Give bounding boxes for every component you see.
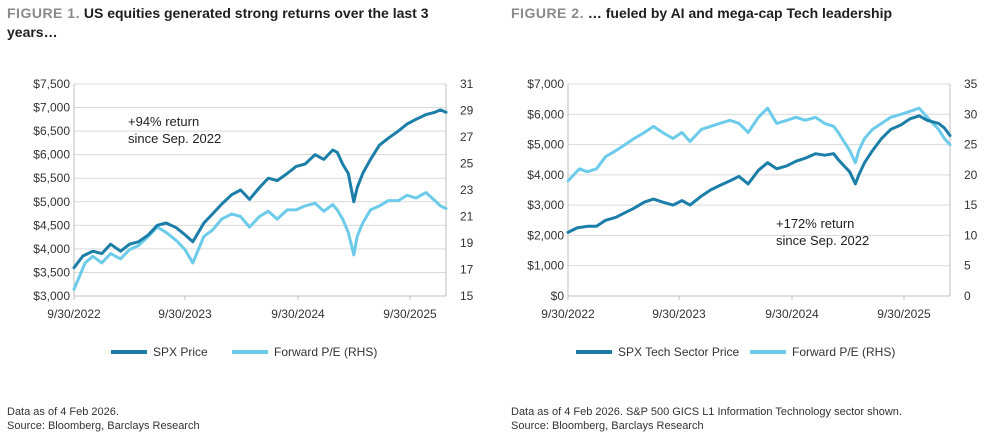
fig2-annotation-text: +172% return [776, 216, 854, 231]
fig2-y-left-tick-label: $0 [551, 289, 565, 303]
fig2-pe-series-line [566, 106, 952, 183]
fig1-y-right-tick-label: 27 [460, 130, 474, 144]
fig1-y-right-tick-label: 17 [460, 263, 474, 277]
figure-1-source: Source: Bloomberg, Barclays Research [7, 420, 200, 432]
figure-1-label: FIGURE 1. [7, 5, 80, 21]
fig2-y-right-tick-label: 30 [964, 107, 978, 121]
figure-2-title-text: … fueled by AI and mega-cap Tech leaders… [587, 5, 893, 21]
fig2-y-right-tick-label: 15 [964, 198, 978, 212]
fig2-y-left-tick-label: $4,000 [527, 168, 564, 182]
fig2-y-right-tick-label: 10 [964, 228, 978, 242]
fig1-y-right-tick-label: 15 [460, 289, 474, 303]
figure-2-panel: FIGURE 2. … fueled by AI and mega-cap Te… [504, 0, 984, 441]
figure-2-label: FIGURE 2. [511, 5, 584, 21]
fig1-y-left-tick-label: $6,000 [33, 148, 70, 162]
fig2-y-right-tick-label: 20 [964, 168, 978, 182]
figure-2-notes: Data as of 4 Feb 2026. S&P 500 GICS L1 I… [511, 405, 902, 433]
fig2-y-left-tick-label: $1,000 [527, 259, 564, 273]
fig1-y-left-tick-label: $7,500 [33, 77, 70, 91]
fig1-y-right-tick-label: 25 [460, 157, 474, 171]
figure-1-panel: FIGURE 1. US equities generated strong r… [0, 0, 480, 441]
fig1-y-left-tick-label: $3,000 [33, 289, 70, 303]
fig2-price-series-line [566, 114, 952, 234]
fig2-x-tick-label: 9/30/2024 [765, 307, 819, 321]
fig1-y-right-tick-label: 29 [460, 104, 474, 118]
figure-1-notes: Data as of 4 Feb 2026. Source: Bloomberg… [7, 405, 200, 433]
figure-2-chart: $0 $1,000 $2,000 $3,000 $4,000 $5,000 $6,000 $7… [527, 77, 978, 359]
fig2-y-left-tick-label: $5,000 [527, 138, 564, 152]
fig1-y-right-tick-label: 31 [460, 77, 474, 91]
figure-1-note: Data as of 4 Feb 2026. [7, 406, 119, 418]
fig1-y-left-tick-label: $3,500 [33, 265, 70, 279]
figure-1-title-text: US equities generated strong returns ove… [7, 5, 429, 40]
fig1-x-tick-label: 9/30/2024 [271, 307, 325, 321]
fig1-y-left-tick-label: $5,500 [33, 171, 70, 185]
fig1-legend-pe-label: Forward P/E (RHS) [274, 345, 377, 359]
figure-1-title: FIGURE 1. US equities generated strong r… [7, 4, 447, 42]
fig1-y-left-tick-label: $4,000 [33, 242, 70, 256]
fig1-pe-series-line [72, 191, 448, 291]
fig1-price-series-line [72, 108, 448, 270]
fig1-x-tick-label: 9/30/2022 [47, 307, 101, 321]
fig2-legend-pe-label: Forward P/E (RHS) [792, 345, 895, 359]
figure-2-title: FIGURE 2. … fueled by AI and mega-cap Te… [511, 4, 951, 23]
fig1-y-left-tick-label: $6,500 [33, 124, 70, 138]
figure-1-chart: $3,000 $3,500 $4,000 $4,500 $5,000 $5,500 $6,0… [33, 77, 474, 359]
fig2-x-tick-label: 9/30/2023 [652, 307, 706, 321]
fig2-y-left-tick-label: $2,000 [527, 228, 564, 242]
fig1-annotation-text: +94% return [128, 114, 199, 129]
fig1-y-right-tick-label: 23 [460, 183, 474, 197]
fig2-y-left-tick-label: $3,000 [527, 198, 564, 212]
fig2-annotation-text: since Sep. 2022 [776, 233, 869, 248]
fig2-y-right-tick-label: 25 [964, 138, 978, 152]
fig1-y-left-tick-label: $7,000 [33, 101, 70, 115]
fig2-y-right-tick-label: 35 [964, 77, 978, 91]
fig1-x-tick-label: 9/30/2025 [383, 307, 437, 321]
fig1-y-left-tick-label: $5,000 [33, 195, 70, 209]
fig1-y-right-tick-label: 19 [460, 236, 474, 250]
fig2-x-tick-label: 9/30/2025 [877, 307, 931, 321]
fig2-legend-price-label: SPX Tech Sector Price [618, 345, 739, 359]
fig1-y-right-tick-label: 21 [460, 210, 474, 224]
fig2-y-right-tick-label: 5 [964, 259, 971, 273]
figure-2-note: Data as of 4 Feb 2026. S&P 500 GICS L1 I… [511, 406, 902, 418]
fig2-x-tick-label: 9/30/2022 [541, 307, 595, 321]
fig1-x-tick-label: 9/30/2023 [158, 307, 212, 321]
fig1-y-left-tick-label: $4,500 [33, 218, 70, 232]
fig1-annotation-text: since Sep. 2022 [128, 131, 221, 146]
fig1-legend-price-label: SPX Price [153, 345, 208, 359]
fig2-y-left-tick-label: $7,000 [527, 77, 564, 91]
fig2-y-left-tick-label: $6,000 [527, 107, 564, 121]
figure-2-source: Source: Bloomberg, Barclays Research [511, 420, 704, 432]
fig2-y-right-tick-label: 0 [964, 289, 971, 303]
